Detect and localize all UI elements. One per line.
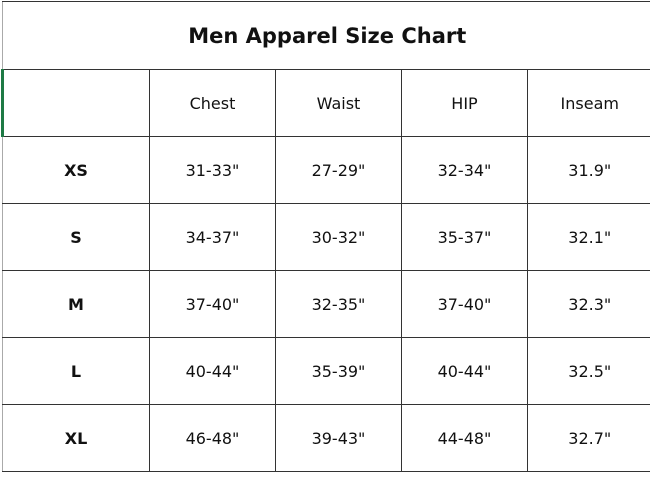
header-cell-waist[interactable]: Waist — [275, 69, 402, 137]
chest-cell[interactable]: 31-33" — [149, 136, 276, 204]
table-row: L 40-44" 35-39" 40-44" 32.5" — [2, 337, 650, 405]
hip-cell[interactable]: 35-37" — [401, 203, 528, 271]
hip-cell[interactable]: 37-40" — [401, 270, 528, 338]
chest-cell[interactable]: 40-44" — [149, 337, 276, 405]
hip-cell[interactable]: 32-34" — [401, 136, 528, 204]
table-title[interactable]: Men Apparel Size Chart — [1, 1, 650, 70]
table-row: M 37-40" 32-35" 37-40" 32.3" — [2, 270, 650, 338]
chest-cell[interactable]: 46-48" — [149, 404, 276, 472]
header-cell-chest[interactable]: Chest — [149, 69, 276, 137]
inseam-cell[interactable]: 32.7" — [526, 404, 650, 472]
hip-cell[interactable]: 44-48" — [401, 404, 528, 472]
header-cell-inseam[interactable]: Inseam — [526, 69, 650, 137]
table-row: XS 31-33" 27-29" 32-34" 31.9" — [2, 136, 650, 204]
waist-cell[interactable]: 35-39" — [275, 337, 402, 405]
size-cell[interactable]: L — [2, 337, 150, 405]
table-row: XL 46-48" 39-43" 44-48" 32.7" — [2, 404, 650, 472]
chest-cell[interactable]: 34-37" — [149, 203, 276, 271]
title-row: Men Apparel Size Chart — [1, 1, 650, 70]
waist-cell[interactable]: 30-32" — [275, 203, 402, 271]
waist-cell[interactable]: 32-35" — [275, 270, 402, 338]
header-cell-hip[interactable]: HIP — [401, 69, 528, 137]
size-cell[interactable]: M — [2, 270, 150, 338]
size-cell[interactable]: S — [2, 203, 150, 271]
inseam-cell[interactable]: 31.9" — [526, 136, 650, 204]
inseam-cell[interactable]: 32.1" — [526, 203, 650, 271]
inseam-cell[interactable]: 32.3" — [526, 270, 650, 338]
size-cell[interactable]: XS — [2, 136, 150, 204]
header-cell-empty[interactable] — [1, 69, 150, 137]
hip-cell[interactable]: 40-44" — [401, 337, 528, 405]
table-row: S 34-37" 30-32" 35-37" 32.1" — [2, 203, 650, 271]
inseam-cell[interactable]: 32.5" — [526, 337, 650, 405]
waist-cell[interactable]: 27-29" — [275, 136, 402, 204]
waist-cell[interactable]: 39-43" — [275, 404, 402, 472]
size-cell[interactable]: XL — [2, 404, 150, 472]
chest-cell[interactable]: 37-40" — [149, 270, 276, 338]
header-row: Chest Waist HIP Inseam — [1, 69, 650, 137]
